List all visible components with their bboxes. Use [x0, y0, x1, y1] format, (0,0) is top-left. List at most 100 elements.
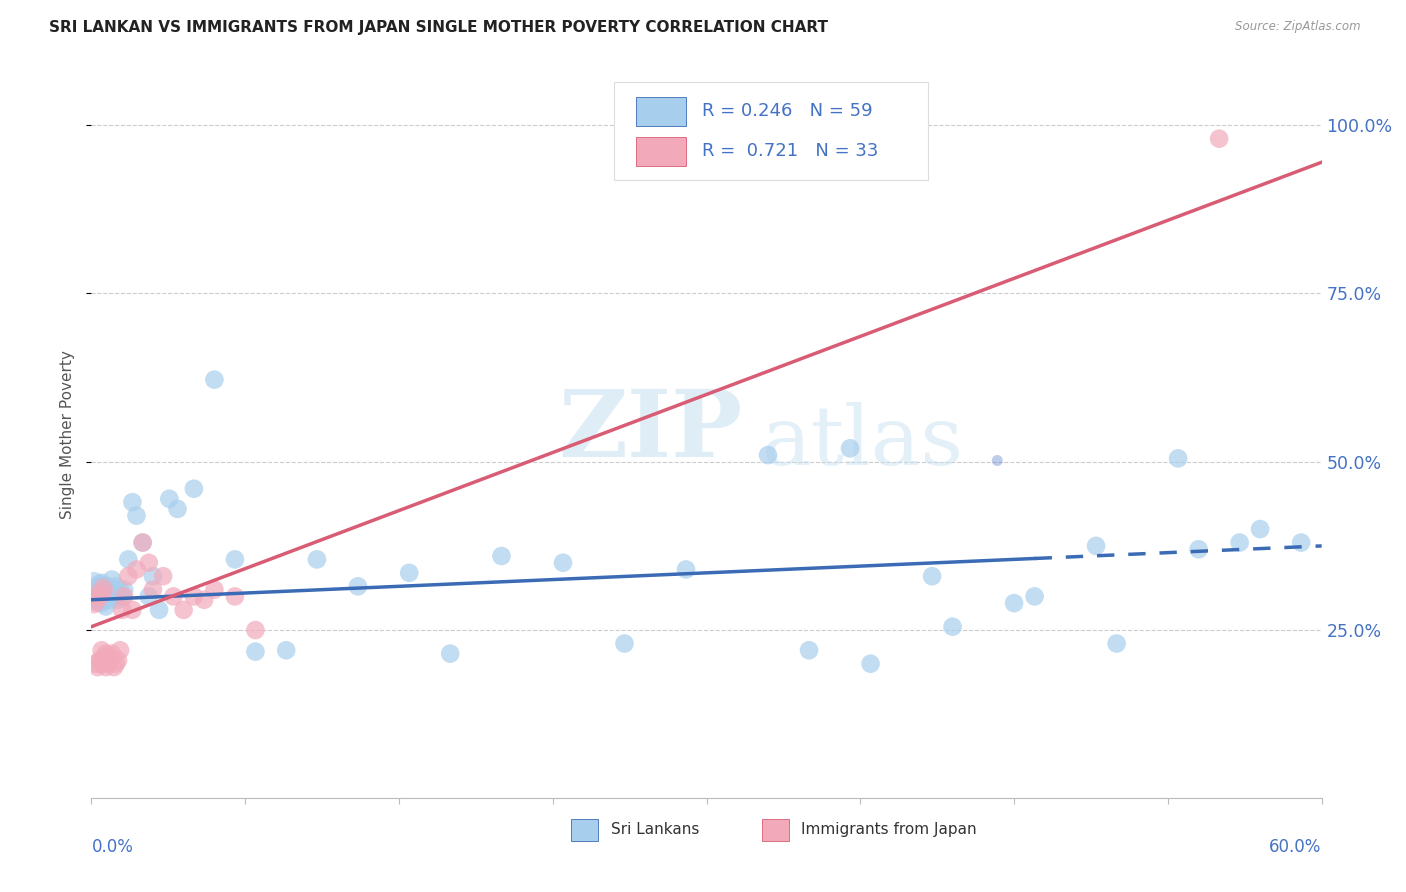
FancyBboxPatch shape: [637, 97, 686, 126]
Point: [921, 569, 943, 583]
Point: [101, 573, 124, 587]
Point: [111, 603, 134, 617]
Point: [83, 590, 105, 604]
Point: [305, 552, 328, 566]
Point: [202, 373, 225, 387]
Point: [942, 620, 965, 634]
Point: [224, 590, 246, 604]
Point: [152, 569, 174, 583]
Point: [1024, 590, 1046, 604]
Point: [121, 603, 143, 617]
Point: [98, 650, 121, 665]
Point: [97, 657, 120, 671]
Point: [1187, 542, 1209, 557]
Point: [89, 579, 111, 593]
Point: [101, 647, 124, 661]
Point: [142, 569, 165, 583]
Point: [108, 582, 131, 597]
Point: [84, 657, 107, 671]
Point: [183, 482, 205, 496]
Point: [162, 590, 184, 604]
Point: [87, 594, 110, 608]
Point: [202, 582, 225, 597]
Point: [83, 574, 105, 589]
Point: [756, 448, 779, 462]
Point: [1289, 535, 1312, 549]
Point: [90, 596, 112, 610]
Point: [89, 589, 111, 603]
Point: [1229, 535, 1251, 549]
Point: [94, 647, 117, 661]
Point: [84, 595, 107, 609]
FancyBboxPatch shape: [762, 819, 789, 840]
Point: [138, 590, 160, 604]
Point: [347, 579, 370, 593]
Point: [94, 660, 117, 674]
Point: [93, 650, 115, 665]
Text: SRI LANKAN VS IMMIGRANTS FROM JAPAN SINGLE MOTHER POVERTY CORRELATION CHART: SRI LANKAN VS IMMIGRANTS FROM JAPAN SING…: [49, 20, 828, 35]
Point: [245, 623, 267, 637]
Point: [1002, 596, 1025, 610]
Point: [183, 590, 205, 604]
Point: [86, 590, 108, 604]
Text: Immigrants from Japan: Immigrants from Japan: [801, 822, 977, 837]
Point: [1105, 636, 1128, 650]
Text: 60.0%: 60.0%: [1270, 838, 1322, 856]
Point: [398, 566, 420, 580]
Point: [97, 579, 120, 593]
Point: [138, 556, 160, 570]
Point: [117, 569, 139, 583]
Point: [166, 502, 188, 516]
Text: atlas: atlas: [762, 402, 965, 482]
Point: [91, 584, 114, 599]
FancyBboxPatch shape: [614, 82, 928, 180]
Point: [86, 660, 108, 674]
Point: [491, 549, 513, 563]
Text: R =  0.721   N = 33: R = 0.721 N = 33: [702, 143, 877, 161]
Point: [551, 556, 574, 570]
Point: [105, 579, 127, 593]
Point: [148, 603, 170, 617]
Point: [90, 657, 112, 671]
Point: [105, 657, 127, 671]
Text: ZIP: ZIP: [558, 386, 744, 476]
Point: [108, 643, 131, 657]
Text: 0.0%: 0.0%: [91, 838, 134, 856]
Point: [276, 643, 298, 657]
Point: [84, 586, 107, 600]
Text: Source: ZipAtlas.com: Source: ZipAtlas.com: [1236, 20, 1361, 33]
Point: [89, 584, 111, 599]
Text: .: .: [983, 402, 1010, 482]
Point: [193, 592, 215, 607]
Point: [613, 636, 636, 650]
Point: [1208, 131, 1230, 145]
Point: [121, 495, 143, 509]
Point: [89, 577, 111, 591]
Point: [91, 581, 114, 595]
Point: [125, 562, 148, 576]
Point: [107, 653, 129, 667]
Text: Sri Lankans: Sri Lankans: [610, 822, 699, 837]
Point: [90, 643, 112, 657]
Point: [112, 590, 135, 604]
Point: [839, 442, 862, 456]
Text: R = 0.246   N = 59: R = 0.246 N = 59: [702, 103, 872, 120]
Point: [98, 592, 121, 607]
Y-axis label: Single Mother Poverty: Single Mother Poverty: [59, 351, 75, 519]
Point: [1249, 522, 1271, 536]
Point: [94, 579, 117, 593]
Point: [859, 657, 882, 671]
FancyBboxPatch shape: [637, 136, 686, 166]
Point: [157, 491, 180, 506]
Point: [675, 562, 697, 576]
Point: [117, 552, 139, 566]
Point: [131, 535, 153, 549]
Point: [103, 590, 125, 604]
Point: [112, 582, 135, 597]
Point: [142, 582, 165, 597]
Point: [439, 647, 461, 661]
Point: [111, 590, 134, 604]
Point: [93, 592, 115, 607]
Point: [86, 582, 108, 597]
Point: [107, 592, 129, 607]
